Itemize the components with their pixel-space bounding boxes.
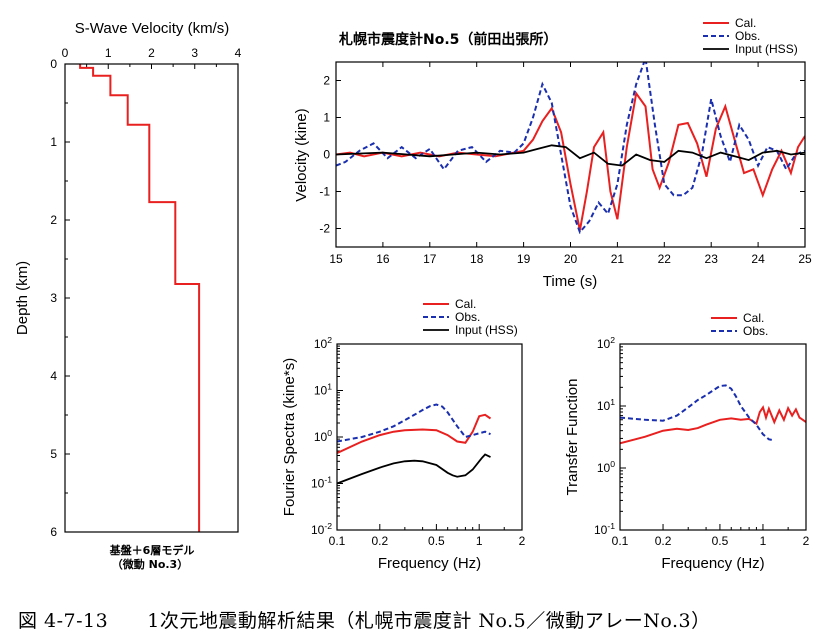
wave-xtick-label: 25 [798, 252, 812, 266]
vs-model-note: 基盤＋6層モデル [109, 543, 195, 557]
wave-xtick-label: 15 [329, 252, 343, 266]
vs-ytick-label: 4 [50, 369, 57, 383]
vs-xtick-label: 1 [105, 46, 112, 60]
fourier-xtick-label: 0.1 [329, 534, 346, 548]
fourier-series-cal [337, 413, 492, 455]
vs-ytick-label: 3 [50, 291, 57, 305]
wave-xtick-label: 21 [611, 252, 625, 266]
fourier-series-obs [337, 403, 491, 443]
transfer-xtick-label: 1 [760, 534, 767, 548]
vs-ytick-label: 5 [50, 447, 57, 461]
transfer-legend-label-obs: Obs. [743, 324, 768, 338]
wave-xtick-label: 23 [705, 252, 719, 266]
wave-xtick-label: 22 [658, 252, 672, 266]
fourier-plot-frame [336, 343, 523, 531]
transfer-ytick-label: 10-1 [594, 521, 615, 537]
wave-ylabel: Velocity (kine) [293, 108, 310, 201]
transfer-xtick-label: 0.5 [712, 534, 729, 548]
vs-plot-frame [64, 63, 239, 533]
wave-ytick-label: 0 [323, 148, 330, 162]
wave-xtick-label: 20 [564, 252, 578, 266]
vs-xtick-label: 3 [191, 46, 198, 60]
wave-xtick-label: 18 [470, 252, 484, 266]
fourier-ytick-label: 102 [314, 335, 332, 351]
fourier-xtick-label: 0.5 [428, 534, 445, 548]
vs-series-cal [79, 64, 201, 532]
vs-ytick-label: 0 [50, 57, 57, 71]
wave-ytick-label: 2 [323, 74, 330, 88]
wave-legend-label-cal: Cal. [735, 16, 756, 30]
vs-title: S-Wave Velocity (km/s) [75, 20, 229, 37]
wave-series-cal [336, 90, 805, 231]
transfer-series-cal [620, 405, 806, 445]
wave-xtick-label: 16 [376, 252, 390, 266]
fourier-series-input [337, 453, 491, 485]
fourier-ylabel: Fourier Spectra (kine*s) [281, 358, 298, 516]
transfer-xtick-label: 2 [803, 534, 810, 548]
transfer-ylabel: Transfer Function [564, 379, 581, 496]
wave-legend-label-obs: Obs. [735, 29, 760, 43]
vs-model-note-sub: （微動 No.3） [112, 557, 188, 571]
fourier-ytick-label: 10-1 [311, 475, 332, 491]
wave-title: 札幌市震度計No.5（前田出張所） [338, 31, 557, 48]
vs-xtick-label: 2 [148, 46, 155, 60]
vs-ylabel: Depth (km) [14, 261, 31, 335]
wave-ytick-label: -1 [319, 185, 330, 199]
transfer-ytick-label: 101 [597, 397, 615, 413]
wave-xtick-label: 24 [751, 252, 765, 266]
wave-legend-label-input: Input (HSS) [735, 42, 798, 56]
wave-plot-frame [335, 61, 806, 248]
wave-ytick-label: 1 [323, 111, 330, 125]
transfer-series-obs [620, 384, 775, 442]
figure-caption: 図 4-7-13 1次元地震動解析結果（札幌市震度計 No.5／微動アレーNo.… [18, 610, 711, 632]
transfer-xtick-label: 0.1 [612, 534, 629, 548]
vs-ytick-label: 2 [50, 213, 57, 227]
wave-ytick-label: -2 [319, 222, 330, 236]
fourier-xtick-label: 1 [476, 534, 483, 548]
fourier-legend-label-cal: Cal. [455, 297, 476, 311]
transfer-plot-frame [619, 343, 807, 531]
fourier-xtick-label: 0.2 [371, 534, 388, 548]
transfer-ytick-label: 100 [597, 459, 615, 475]
fourier-xtick-label: 2 [519, 534, 526, 548]
transfer-xtick-label: 0.2 [655, 534, 672, 548]
wave-xlabel: Time (s) [543, 273, 597, 290]
fourier-ytick-label: 101 [314, 382, 332, 398]
fourier-ytick-label: 10-2 [311, 521, 332, 537]
vs-xtick-label: 4 [235, 46, 242, 60]
wave-xtick-label: 17 [423, 252, 437, 266]
vs-xtick-label: 0 [62, 46, 69, 60]
fourier-ytick-label: 100 [314, 428, 332, 444]
fourier-legend-label-input: Input (HSS) [455, 323, 518, 337]
transfer-xlabel: Frequency (Hz) [661, 555, 764, 572]
wave-series-obs [336, 62, 805, 235]
fourier-xlabel: Frequency (Hz) [378, 555, 481, 572]
vs-ytick-label: 1 [50, 135, 57, 149]
transfer-legend-label-cal: Cal. [743, 311, 764, 325]
vs-ytick-label: 6 [50, 525, 57, 539]
transfer-ytick-label: 102 [597, 335, 615, 351]
wave-series-input [336, 144, 805, 167]
wave-xtick-label: 19 [517, 252, 531, 266]
fourier-legend-label-obs: Obs. [455, 310, 480, 324]
